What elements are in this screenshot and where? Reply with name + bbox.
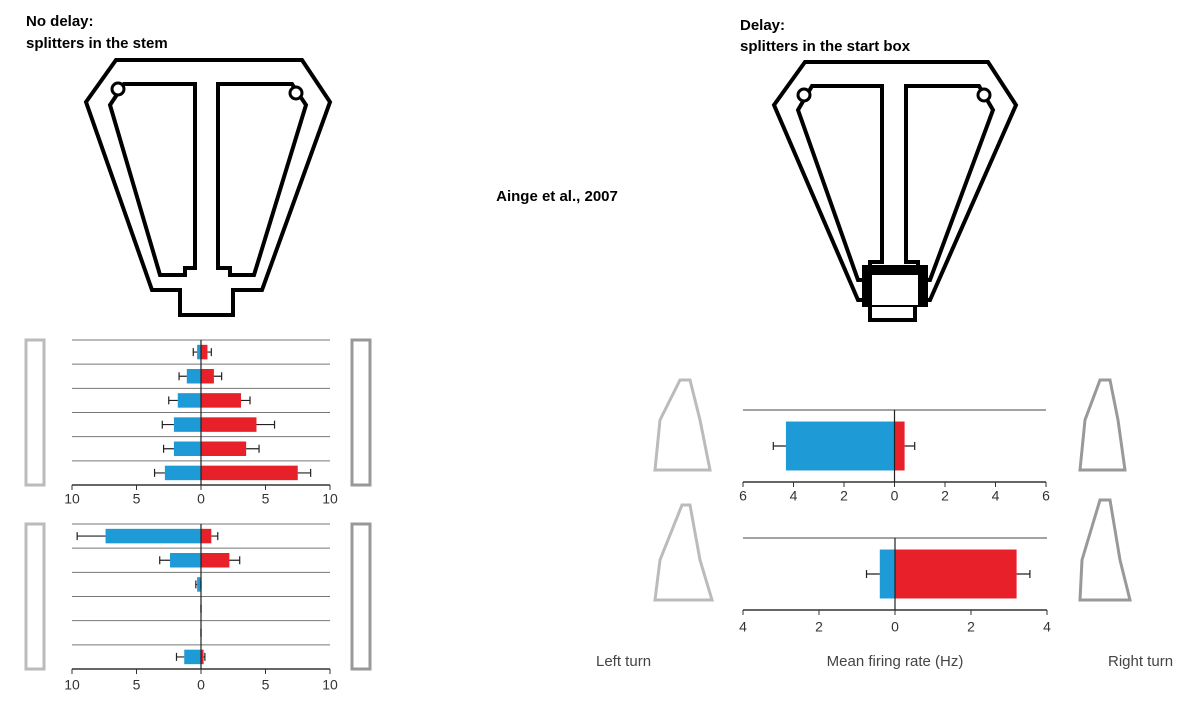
error-bar bbox=[195, 580, 198, 589]
bar bbox=[201, 649, 204, 665]
bar bbox=[201, 465, 298, 481]
error-bar bbox=[904, 442, 916, 450]
x-axis-label: Mean firing rate (Hz) bbox=[827, 653, 964, 670]
x-tick-label: 5 bbox=[262, 491, 270, 507]
error-bar bbox=[772, 442, 786, 450]
bar bbox=[173, 441, 201, 456]
error-bar bbox=[203, 652, 206, 661]
x-tick-label: 4 bbox=[1043, 619, 1051, 635]
error-bar bbox=[1016, 570, 1031, 578]
right-title-1: Delay: bbox=[740, 17, 785, 34]
x-tick-label: 0 bbox=[891, 619, 899, 635]
x-tick-label: 6 bbox=[739, 488, 747, 504]
bar bbox=[197, 577, 201, 592]
x-tick-label: 4 bbox=[790, 488, 798, 504]
trajectory-thumbnails bbox=[24, 338, 1132, 671]
bar bbox=[201, 553, 230, 568]
error-bar bbox=[178, 372, 187, 381]
x-tick-label: 10 bbox=[64, 491, 80, 507]
bar bbox=[164, 465, 201, 481]
bar bbox=[197, 344, 201, 360]
left-title-2: splitters in the stem bbox=[26, 35, 168, 52]
left-turn-label: Left turn bbox=[596, 653, 651, 670]
x-tick-label: 0 bbox=[197, 491, 205, 507]
bar bbox=[201, 393, 241, 408]
bar bbox=[201, 344, 208, 360]
error-bar bbox=[207, 348, 212, 357]
error-bar bbox=[168, 396, 178, 405]
error-bar bbox=[76, 532, 106, 541]
bar bbox=[201, 417, 257, 432]
bar bbox=[201, 369, 214, 384]
x-tick-label: 2 bbox=[941, 488, 949, 504]
x-tick-label: 5 bbox=[133, 491, 141, 507]
error-bar bbox=[229, 556, 241, 565]
error-bar bbox=[865, 570, 880, 578]
bar bbox=[894, 421, 905, 471]
bar bbox=[785, 421, 895, 471]
right-turn-label: Right turn bbox=[1108, 653, 1173, 670]
bar bbox=[201, 528, 212, 544]
bar bbox=[879, 549, 895, 599]
maze-no-delay bbox=[83, 58, 333, 317]
bar bbox=[173, 417, 201, 432]
left-title-1: No delay: bbox=[26, 13, 94, 30]
x-tick-label: 0 bbox=[197, 677, 205, 693]
x-tick-label: 2 bbox=[815, 619, 823, 635]
x-tick-label: 5 bbox=[133, 677, 141, 693]
error-bar bbox=[153, 468, 165, 477]
x-tick-label: 10 bbox=[64, 677, 80, 693]
x-tick-label: 6 bbox=[1042, 488, 1050, 504]
error-bar bbox=[246, 444, 260, 453]
x-tick-label: 4 bbox=[739, 619, 747, 635]
bar bbox=[177, 393, 201, 408]
citation: Ainge et al., 2007 bbox=[496, 188, 618, 205]
error-bar bbox=[256, 420, 276, 429]
error-bar bbox=[192, 348, 198, 357]
error-bar bbox=[297, 468, 312, 477]
maze-delay bbox=[771, 60, 1019, 322]
error-bar bbox=[213, 372, 223, 381]
x-tick-label: 2 bbox=[840, 488, 848, 504]
bar bbox=[186, 369, 201, 384]
error-bar bbox=[162, 444, 174, 453]
bar bbox=[184, 649, 201, 665]
error-bar bbox=[159, 556, 171, 565]
x-tick-label: 2 bbox=[967, 619, 975, 635]
error-bar bbox=[161, 420, 174, 429]
bar bbox=[170, 553, 201, 568]
error-bar bbox=[175, 652, 185, 661]
x-tick-label: 10 bbox=[322, 677, 338, 693]
error-bar bbox=[211, 532, 219, 541]
x-tick-label: 0 bbox=[891, 488, 899, 504]
bar bbox=[105, 528, 201, 544]
x-tick-label: 5 bbox=[262, 677, 270, 693]
error-bar bbox=[240, 396, 251, 405]
x-tick-label: 10 bbox=[322, 491, 338, 507]
right-title-2: splitters in the start box bbox=[740, 38, 911, 55]
bar bbox=[201, 441, 247, 456]
bar bbox=[895, 549, 1017, 599]
x-tick-label: 4 bbox=[992, 488, 1000, 504]
